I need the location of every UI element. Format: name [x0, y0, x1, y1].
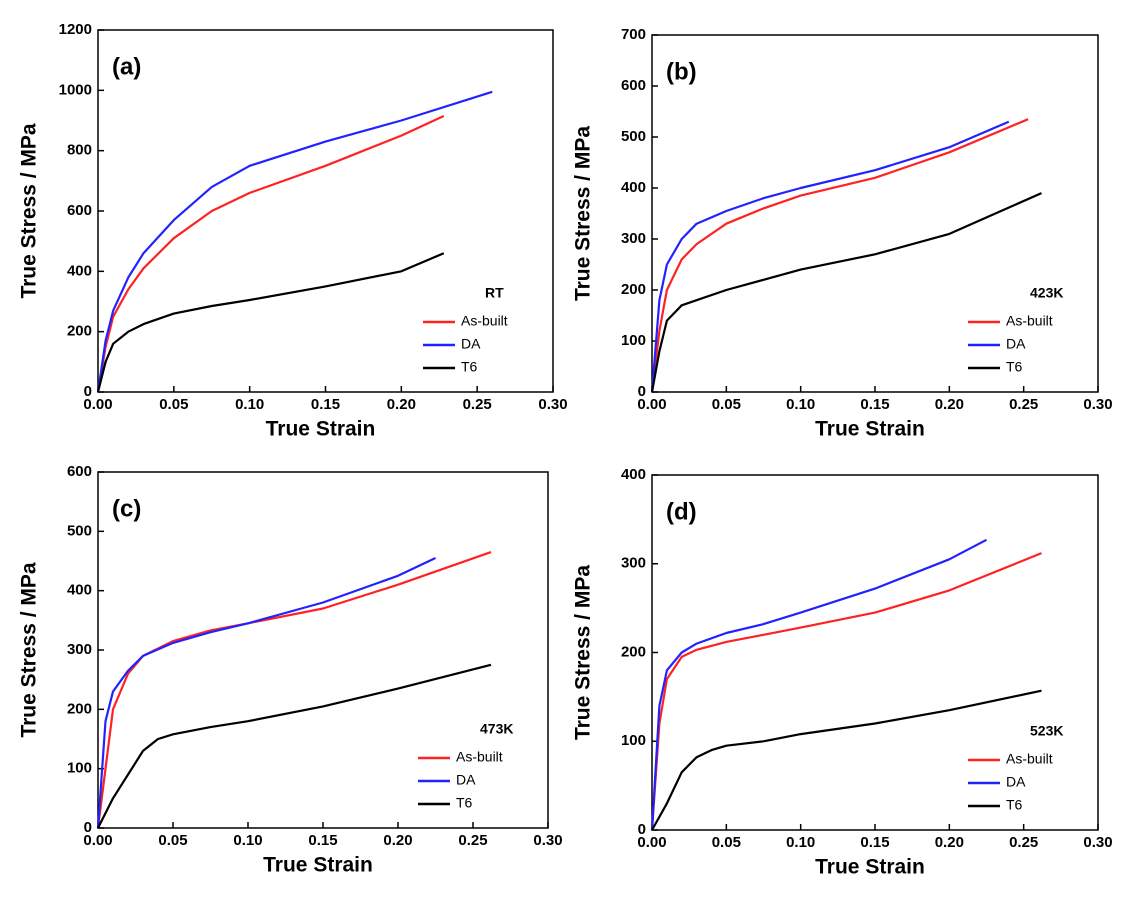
y-tick-label: 300	[67, 641, 92, 658]
panel-label: (b)	[666, 58, 697, 85]
y-tick-label: 500	[621, 128, 646, 145]
y-tick-label: 200	[621, 643, 646, 660]
y-tick-label: 600	[67, 463, 92, 480]
stress-strain-curve	[96, 551, 492, 829]
x-tick-label: 0.25	[458, 832, 487, 849]
x-tick-label: 0.20	[383, 832, 412, 849]
legend-label: T6	[461, 359, 478, 375]
x-tick-label: 0.00	[637, 396, 666, 413]
stress-strain-curve	[96, 90, 493, 393]
y-tick-label: 0	[638, 383, 646, 400]
y-tick-label: 500	[67, 522, 92, 539]
y-axis-title: True Stress / MPa	[572, 126, 595, 301]
x-axis-title: True Strain	[815, 418, 925, 441]
x-tick-label: 0.25	[1009, 834, 1038, 851]
y-tick-label: 0	[638, 821, 646, 838]
plot-frame	[651, 474, 1099, 831]
y-tick-label: 400	[621, 179, 646, 196]
y-tick-label: 1000	[59, 81, 92, 98]
y-tick-label: 1200	[59, 21, 92, 38]
legend-label: DA	[456, 772, 476, 788]
legend-label: T6	[1006, 797, 1023, 813]
x-tick-label: 0.15	[308, 832, 337, 849]
y-tick-label: 200	[67, 700, 92, 717]
condition-label: 423K	[1030, 285, 1063, 301]
y-axis-title: True Stress / MPa	[572, 565, 595, 740]
stress-strain-curve	[650, 552, 1042, 831]
x-tick-label: 0.25	[463, 396, 492, 413]
legend-label: DA	[1006, 336, 1026, 352]
stress-strain-curve	[96, 252, 445, 393]
legend-label: As-built	[1006, 751, 1053, 767]
x-tick-label: 0.10	[233, 832, 262, 849]
x-tick-label: 0.05	[158, 832, 187, 849]
y-tick-label: 400	[67, 582, 92, 599]
stress-strain-curve	[96, 557, 436, 829]
x-tick-label: 0.30	[1083, 396, 1112, 413]
x-tick-label: 0.15	[860, 396, 889, 413]
y-tick-label: 300	[621, 555, 646, 572]
plot-frame	[97, 471, 549, 829]
x-tick-label: 0.10	[786, 834, 815, 851]
x-tick-label: 0.20	[387, 396, 416, 413]
stress-strain-curve	[97, 663, 492, 829]
y-tick-label: 200	[67, 323, 92, 340]
x-tick-label: 0.15	[860, 834, 889, 851]
x-tick-label: 0.20	[935, 396, 964, 413]
y-tick-label: 400	[621, 466, 646, 483]
stress-strain-curve	[650, 120, 1010, 393]
x-tick-label: 0.25	[1009, 396, 1038, 413]
y-tick-label: 800	[67, 142, 92, 159]
y-tick-label: 100	[621, 332, 646, 349]
stress-strain-curve	[650, 192, 1042, 393]
legend-label: DA	[461, 336, 481, 352]
legend-label: T6	[1006, 359, 1023, 375]
x-tick-label: 0.15	[311, 396, 340, 413]
legend-label: As-built	[461, 313, 508, 329]
x-tick-label: 0.10	[235, 396, 264, 413]
x-tick-label: 0.00	[83, 832, 112, 849]
y-tick-label: 200	[621, 281, 646, 298]
y-tick-label: 100	[621, 732, 646, 749]
x-tick-label: 0.30	[533, 832, 562, 849]
legend-label: As-built	[1006, 313, 1053, 329]
panel-label: (a)	[112, 53, 141, 80]
y-axis-title: True Stress / MPa	[18, 562, 41, 737]
y-tick-label: 600	[67, 202, 92, 219]
panel-label: (d)	[666, 498, 697, 525]
legend-label: As-built	[456, 749, 503, 765]
condition-label: RT	[485, 285, 504, 301]
x-tick-label: 0.30	[1083, 834, 1112, 851]
y-tick-label: 0	[84, 819, 92, 836]
panel-label: (c)	[112, 495, 141, 522]
x-axis-title: True Strain	[815, 856, 925, 879]
x-axis-title: True Strain	[266, 418, 376, 441]
x-tick-label: 0.00	[83, 396, 112, 413]
stress-strain-curve	[96, 115, 445, 393]
condition-label: 473K	[480, 721, 513, 737]
condition-label: 523K	[1030, 723, 1063, 739]
y-axis-title: True Stress / MPa	[18, 123, 41, 298]
y-tick-label: 100	[67, 760, 92, 777]
x-tick-label: 0.20	[935, 834, 964, 851]
x-tick-label: 0.00	[637, 834, 666, 851]
stress-strain-curve	[650, 118, 1029, 393]
legend-label: T6	[456, 795, 473, 811]
x-tick-label: 0.10	[786, 396, 815, 413]
x-tick-label: 0.05	[712, 396, 741, 413]
x-tick-label: 0.05	[712, 834, 741, 851]
plot-frame	[97, 29, 554, 393]
stress-strain-curve	[650, 538, 988, 831]
stress-strain-curve	[651, 689, 1042, 831]
y-tick-label: 300	[621, 230, 646, 247]
x-axis-title: True Strain	[263, 854, 373, 877]
y-tick-label: 700	[621, 26, 646, 43]
x-tick-label: 0.30	[538, 396, 567, 413]
legend-label: DA	[1006, 774, 1026, 790]
x-tick-label: 0.05	[159, 396, 188, 413]
y-tick-label: 0	[84, 383, 92, 400]
y-tick-label: 600	[621, 77, 646, 94]
y-tick-label: 400	[67, 262, 92, 279]
